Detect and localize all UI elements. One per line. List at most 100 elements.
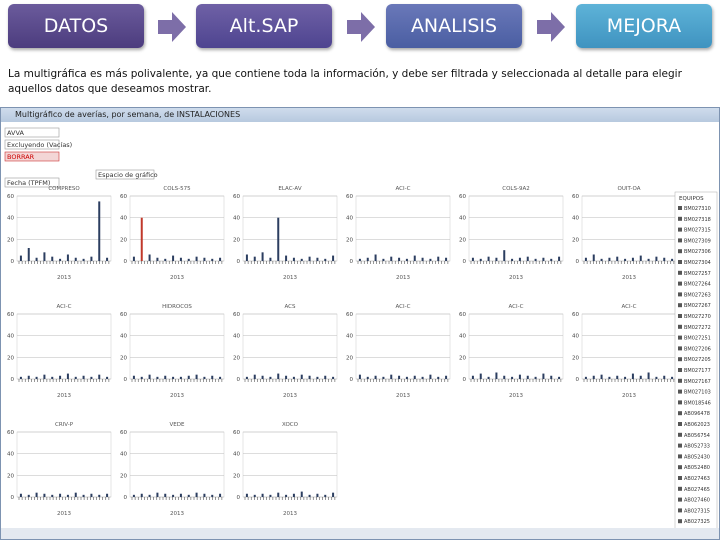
bar bbox=[179, 376, 182, 379]
bar bbox=[148, 254, 151, 261]
legend-item[interactable]: BM018546 bbox=[684, 400, 711, 406]
legend-swatch bbox=[678, 303, 682, 308]
legend-item[interactable]: AB027465 bbox=[684, 487, 710, 493]
bar bbox=[253, 256, 256, 261]
bar bbox=[600, 374, 603, 379]
legend-item[interactable]: AB056754 bbox=[684, 433, 710, 439]
legend-item[interactable]: BM027263 bbox=[684, 292, 711, 298]
bar bbox=[405, 258, 408, 261]
x-axis-label: 2013 bbox=[170, 275, 184, 281]
bar bbox=[471, 375, 474, 379]
legend-item[interactable]: AB027315 bbox=[684, 508, 710, 514]
bar bbox=[608, 257, 611, 261]
legend-item[interactable]: AB027325 bbox=[684, 519, 710, 525]
y-tick-label: 0 bbox=[350, 259, 354, 265]
legend-item[interactable]: BM027270 bbox=[684, 314, 711, 320]
plot-area bbox=[355, 313, 451, 380]
bar bbox=[592, 254, 595, 261]
y-tick-label: 60 bbox=[233, 312, 240, 318]
y-tick-label: 40 bbox=[120, 216, 127, 222]
bar bbox=[324, 494, 327, 497]
bar bbox=[82, 375, 85, 379]
bar bbox=[90, 256, 93, 261]
legend-swatch bbox=[678, 357, 682, 362]
legend-item[interactable]: BM027315 bbox=[684, 228, 711, 234]
legend-item[interactable]: BM027310 bbox=[684, 206, 711, 212]
legend-item[interactable]: AB052430 bbox=[684, 454, 710, 460]
legend-item[interactable]: BM027272 bbox=[684, 325, 711, 331]
control[interactable] bbox=[4, 151, 60, 162]
legend-item[interactable]: AB027460 bbox=[684, 498, 710, 504]
legend-item[interactable]: BM027167 bbox=[684, 379, 711, 385]
bar bbox=[269, 376, 272, 379]
bar bbox=[308, 494, 311, 497]
y-tick-label: 40 bbox=[120, 334, 127, 340]
panel-title: COMPRESO bbox=[48, 186, 80, 192]
legend-item[interactable]: BM027177 bbox=[684, 368, 711, 374]
legend-item[interactable]: BM027267 bbox=[684, 303, 711, 309]
arrow bbox=[158, 12, 186, 42]
arrow bbox=[347, 12, 375, 42]
bar bbox=[542, 257, 545, 261]
legend-item[interactable]: BM027304 bbox=[684, 260, 711, 266]
bar bbox=[269, 257, 272, 261]
plot-area bbox=[16, 313, 112, 380]
legend-item[interactable]: AB027463 bbox=[684, 476, 710, 482]
bar bbox=[27, 375, 30, 379]
legend-item[interactable]: AB062023 bbox=[684, 422, 710, 428]
bar bbox=[43, 493, 46, 497]
bar bbox=[390, 256, 393, 261]
legend-item[interactable]: BM027318 bbox=[684, 217, 711, 223]
y-tick-label: 0 bbox=[463, 377, 467, 383]
legend-item[interactable]: BM027257 bbox=[684, 271, 711, 277]
description: La multigráfica es más polivalente, ya q… bbox=[8, 68, 682, 95]
bar bbox=[308, 375, 311, 379]
legend-swatch bbox=[678, 422, 682, 426]
legend-swatch bbox=[678, 249, 682, 254]
bar bbox=[511, 376, 514, 379]
y-tick-label: 60 bbox=[233, 430, 240, 436]
control[interactable] bbox=[95, 169, 155, 180]
y-tick-label: 40 bbox=[233, 452, 240, 458]
bar bbox=[261, 493, 264, 497]
y-tick-label: 0 bbox=[237, 377, 241, 383]
y-tick-label: 60 bbox=[572, 194, 579, 200]
x-axis-label: 2013 bbox=[57, 511, 71, 517]
legend-item[interactable]: BM027309 bbox=[684, 238, 711, 244]
y-tick-label: 20 bbox=[346, 237, 353, 243]
legend-item[interactable]: AB052480 bbox=[684, 465, 710, 471]
legend-item[interactable]: AB052733 bbox=[684, 444, 710, 450]
legend-item[interactable]: BM027264 bbox=[684, 282, 711, 288]
legend-title: EQUIPOS bbox=[679, 196, 704, 202]
control[interactable] bbox=[4, 127, 60, 138]
bar bbox=[308, 256, 311, 261]
y-tick-label: 40 bbox=[233, 334, 240, 340]
legend-item[interactable]: BM027205 bbox=[684, 357, 711, 363]
control[interactable] bbox=[4, 139, 60, 150]
legend-item[interactable]: BM027306 bbox=[684, 249, 711, 255]
bar bbox=[98, 201, 101, 261]
bar bbox=[584, 376, 587, 379]
x-axis-label: 2013 bbox=[57, 275, 71, 281]
bar bbox=[285, 255, 288, 261]
bar bbox=[292, 376, 295, 379]
bar bbox=[148, 374, 151, 379]
legend-item[interactable]: AB096478 bbox=[684, 411, 710, 417]
legend-item[interactable]: BM027103 bbox=[684, 390, 711, 396]
bar bbox=[624, 258, 627, 261]
legend-swatch bbox=[678, 432, 682, 437]
bar bbox=[261, 375, 264, 379]
legend-item[interactable]: BM027251 bbox=[684, 336, 711, 342]
bar bbox=[639, 255, 642, 261]
bar bbox=[35, 492, 38, 497]
x-axis-label: 2013 bbox=[170, 511, 184, 517]
bar bbox=[358, 258, 361, 261]
legend-item[interactable]: BM027206 bbox=[684, 346, 711, 352]
plot-area bbox=[129, 313, 225, 380]
bar bbox=[584, 257, 587, 261]
bar bbox=[495, 257, 498, 261]
bar bbox=[631, 257, 634, 261]
bar bbox=[59, 375, 62, 379]
bar bbox=[98, 374, 101, 379]
control[interactable] bbox=[4, 177, 60, 188]
